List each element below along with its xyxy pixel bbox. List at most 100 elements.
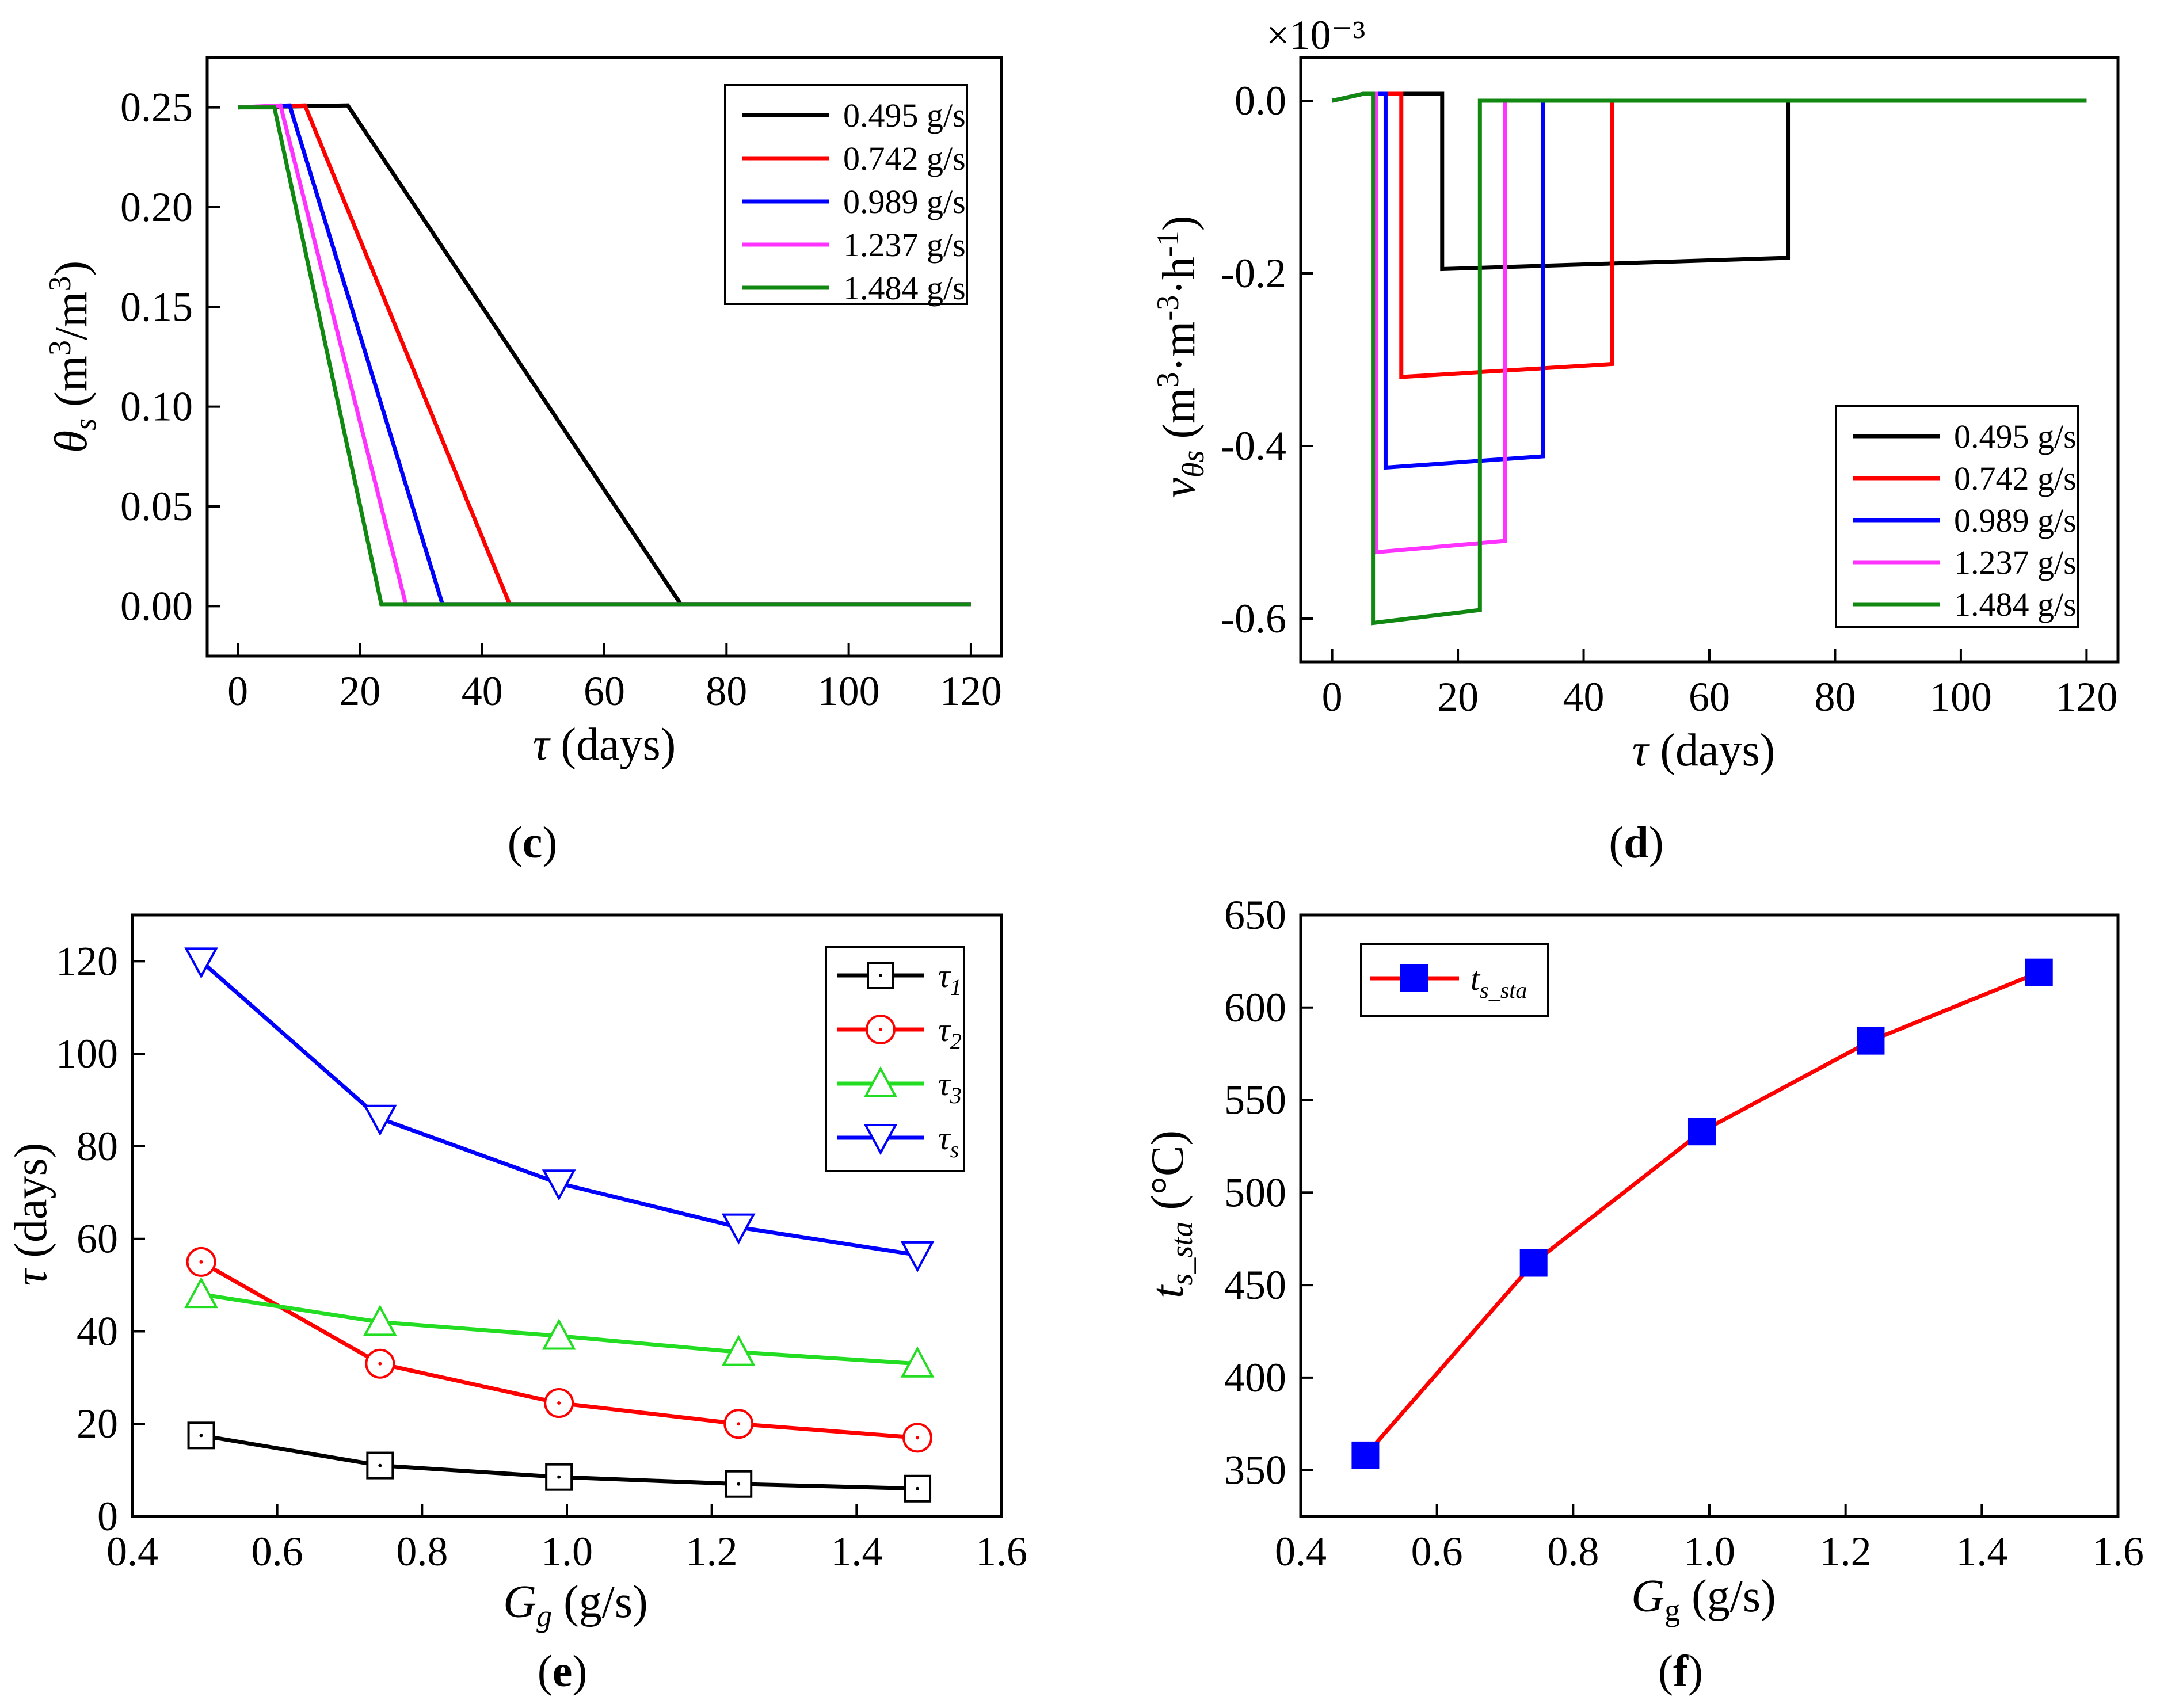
y-tick-label-c: 0.20 [120,184,193,230]
x-tick-label-d: 120 [2055,674,2117,720]
marker-e [542,1318,576,1350]
y-tick-label-e: 40 [77,1308,118,1354]
ticks-c: 0 20 40 60 80 100 120 0.00 0.05 0.10 0.15 0.20 0.25 [120,85,1002,714]
legend-label-c: 0.742 g/s [843,140,966,177]
y-axis-label-e: τ (days) [6,1143,56,1286]
ticks-d: 0 20 40 60 80 100 120 -0.6 -0.4 -0.2 0.0 [1221,78,2117,720]
series-c [237,103,971,607]
series-line-f [1363,970,2040,1457]
y-tick-label-e: 80 [77,1123,118,1169]
caption-letter-d: d [1624,817,1648,867]
marker-e [900,1241,935,1273]
y-tick-label-c: 0.10 [120,384,193,430]
axis-multiplier-d: ×10⁻³ [1266,12,1365,58]
legend-label-d: 1.237 g/s [1954,544,2077,581]
x-tick-label-e: 1.2 [686,1528,738,1574]
x-tick-label-f: 1.0 [1683,1528,1735,1574]
panel-f: 0.4 0.6 0.8 1.0 1.2 1.4 1.6 350 400 450 500 550 600 6… [1142,892,2144,1696]
legend-label-f: ts_sta [1471,960,1527,1003]
series-e [184,947,935,1503]
x-axis-label-e: Gg (g/s) [503,1577,647,1633]
y-tick-label-f: 350 [1224,1447,1286,1493]
y-tick-label-c: 0.25 [120,85,193,131]
caption-letter-c: c [523,817,543,867]
x-axis-label-c: τ (days) [533,719,676,770]
marker-e [184,1276,218,1309]
legend-label-d: 0.495 g/s [1954,418,2077,455]
marker-e [184,947,218,979]
series-line-d [1331,92,2087,379]
legend-label-d: 0.989 g/s [1954,502,2077,539]
x-tick-label-f: 1.6 [2092,1528,2144,1574]
x-tick-label-e: 1.0 [541,1528,593,1574]
y-axis-label-c: θs (m3/m3) [43,261,102,453]
legend-c: 0.495 g/s 0.742 g/s 0.989 g/s 1.237 g/s 1.48… [724,84,968,307]
legend-f: ts_sta [1360,943,1549,1017]
legend-label-c: 0.495 g/s [843,97,966,134]
y-tick-label-f: 600 [1224,985,1286,1031]
series-d [1331,92,2087,626]
caption-c: (c) [508,817,558,867]
x-tick-label-d: 100 [1930,674,1992,720]
y-tick-label-e: 60 [77,1216,118,1262]
x-tick-label-d: 80 [1814,674,1856,720]
y-tick-label-f: 400 [1224,1355,1286,1401]
marker-e [187,1421,215,1450]
y-tick-label-c: 0.00 [120,583,193,629]
y-tick-label-f: 500 [1224,1169,1286,1215]
x-tick-label-f: 1.2 [1820,1528,1872,1574]
y-tick-label-d: -0.4 [1221,423,1286,469]
marker-e [721,1335,756,1366]
series-line-d [1331,92,2087,626]
legend-label-d: 1.484 g/s [1954,586,2077,623]
x-tick-label-c: 100 [818,668,880,714]
marker-e [867,962,894,989]
x-tick-label-d: 0 [1322,674,1343,720]
legend-label-e: τ2 [938,1011,962,1054]
marker-e [721,1213,756,1245]
x-tick-label-c: 20 [339,668,380,714]
y-tick-label-e: 100 [56,1031,118,1077]
panel-c: 0 20 40 60 80 100 1200.000.050.100.150.200.25 … [43,56,1003,867]
legend-label-e: τ1 [938,957,962,1000]
x-tick-label-f: 0.4 [1275,1528,1327,1574]
y-tick-label-f: 550 [1224,1077,1286,1123]
series-line-c [238,105,971,607]
series-f [1351,958,2053,1469]
y-tick-label-e: 0 [97,1493,118,1539]
y-axis-label-d: vθs (m3·m-3·h-1) [1151,215,1210,498]
marker-e [725,1470,753,1498]
marker-f [2025,958,2053,986]
y-tick-label-e: 20 [77,1401,118,1447]
y-tick-label-f: 450 [1224,1262,1286,1308]
x-tick-label-f: 1.4 [1956,1528,2007,1574]
marker-e [363,1305,397,1336]
marker-f [1857,1027,1885,1055]
legend-label-e: τs [938,1119,959,1162]
x-tick-label-c: 80 [706,668,747,714]
legend-label-c: 1.484 g/s [843,269,966,307]
x-tick-label-e: 0.6 [252,1528,303,1574]
marker-e [363,1104,397,1136]
x-tick-label-d: 40 [1563,674,1605,720]
legend-label-e: τ3 [938,1065,962,1108]
caption-f: (f) [1658,1646,1703,1696]
marker-e [863,1066,898,1097]
caption-e: (e) [538,1646,588,1696]
caption-d: (d) [1609,817,1663,867]
ticks-f: 0.4 0.6 0.8 1.0 1.2 1.4 1.6 350 400 450 500 550 600 6… [1224,892,2144,1574]
y-tick-label-c: 0.05 [120,483,193,529]
marker-e [863,1124,898,1156]
series-line-d [1331,92,2087,272]
legend-d: 0.495 g/s 0.742 g/s 0.989 g/s 1.237 g/s 1.48… [1835,405,2079,628]
y-tick-label-d: -0.2 [1221,250,1286,296]
legend-label-d: 0.742 g/s [1954,460,2077,497]
x-axis-label-d: τ (days) [1632,725,1776,776]
legend-e: τ1 τ2 τ3 τs [825,946,965,1172]
x-tick-label-d: 20 [1437,674,1479,720]
y-tick-label-d: 0.0 [1235,78,1286,124]
x-tick-label-d: 60 [1689,674,1730,720]
x-tick-label-e: 0.4 [106,1528,158,1574]
legend-label-c: 1.237 g/s [843,226,966,264]
x-tick-label-e: 1.6 [976,1528,1027,1574]
